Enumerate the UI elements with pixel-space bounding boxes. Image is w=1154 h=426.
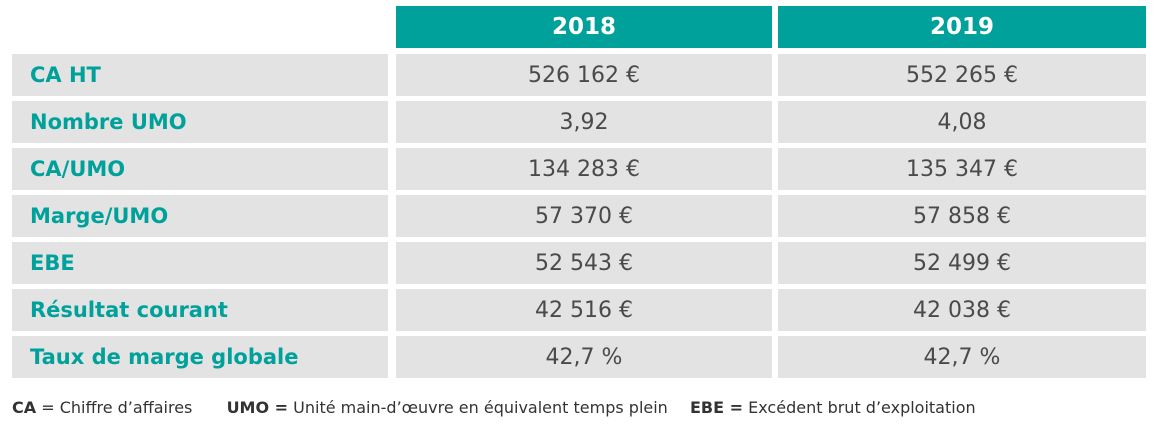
legend-abbr-ca: CA (12, 398, 37, 417)
value-2018: 57 370 € (396, 195, 772, 237)
legend-text-ebe: Excédent brut d’exploitation (748, 398, 976, 417)
legend-abbr-umo: UMO = (226, 398, 289, 417)
legend-text-umo: Unité main-d’œuvre en équivalent temps p… (293, 398, 668, 417)
row-label: EBE (12, 242, 388, 284)
value-2018: 42 516 € (396, 289, 772, 331)
value-2019: 42 038 € (778, 289, 1146, 331)
row-label: CA/UMO (12, 148, 388, 190)
value-2019: 135 347 € (778, 148, 1146, 190)
row-label: CA HT (12, 54, 388, 96)
abbreviation-legend: CA = Chiffre d’affaires UMO = Unité main… (12, 398, 976, 417)
column-header-2018: 2018 (396, 6, 772, 48)
value-2019: 57 858 € (778, 195, 1146, 237)
column-header-2019: 2019 (778, 6, 1146, 48)
value-2019: 52 499 € (778, 242, 1146, 284)
value-2018: 3,92 (396, 101, 772, 143)
row-label: Taux de marge globale (12, 336, 388, 378)
value-2019: 552 265 € (778, 54, 1146, 96)
row-label: Nombre UMO (12, 101, 388, 143)
value-2019: 42,7 % (778, 336, 1146, 378)
value-2018: 42,7 % (396, 336, 772, 378)
value-2018: 52 543 € (396, 242, 772, 284)
row-label: Résultat courant (12, 289, 388, 331)
value-2019: 4,08 (778, 101, 1146, 143)
legend-abbr-ebe: EBE = (690, 398, 744, 417)
legend-text-ca: = Chiffre d’affaires (41, 398, 193, 417)
value-2018: 134 283 € (396, 148, 772, 190)
value-2018: 526 162 € (396, 54, 772, 96)
row-label: Marge/UMO (12, 195, 388, 237)
